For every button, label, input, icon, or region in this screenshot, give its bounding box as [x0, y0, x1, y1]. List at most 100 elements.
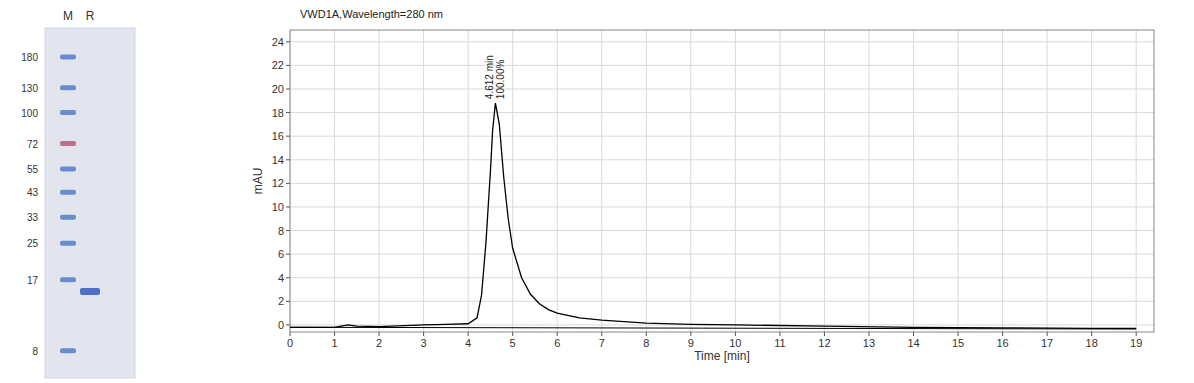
- grid-line: [290, 65, 1154, 66]
- bands: [60, 55, 100, 354]
- grid-line: [290, 41, 1154, 42]
- tick-label: 16: [996, 337, 1008, 349]
- tick: [286, 301, 290, 302]
- grid-line: [868, 30, 869, 332]
- grid-line: [290, 88, 1154, 89]
- mw-label: 130: [21, 83, 38, 94]
- tick-label: 6: [278, 248, 284, 260]
- tick: [468, 332, 469, 336]
- tick: [958, 332, 959, 336]
- trace: [290, 327, 1136, 329]
- mw-label: 55: [27, 164, 39, 175]
- grid-line: [290, 112, 1154, 113]
- band: [60, 190, 76, 195]
- lane-label: R: [86, 9, 95, 23]
- title: VWD1A,Wavelength=280 nm: [300, 8, 443, 20]
- tick-label: 24: [272, 36, 284, 48]
- tick-label: 2: [376, 337, 382, 349]
- band: [60, 215, 76, 220]
- tick: [379, 332, 380, 336]
- tick-label: 4: [278, 272, 284, 284]
- mw-label: 180: [21, 52, 38, 63]
- mw-label: 25: [27, 238, 39, 249]
- tick: [646, 332, 647, 336]
- tick-label: 17: [1041, 337, 1053, 349]
- grid-line: [423, 30, 424, 332]
- tick: [286, 206, 290, 207]
- tick: [286, 277, 290, 278]
- band: [60, 348, 76, 353]
- tick: [512, 332, 513, 336]
- band: [60, 55, 76, 60]
- tick: [1002, 332, 1003, 336]
- mw-label: 72: [27, 139, 39, 150]
- grid-line: [1136, 30, 1137, 332]
- tick-label: 0: [278, 319, 284, 331]
- peak-annotation: 100.00%: [495, 60, 506, 100]
- band: [60, 166, 76, 171]
- tick: [286, 159, 290, 160]
- tick-label: 8: [278, 225, 284, 237]
- grid-line: [379, 30, 380, 332]
- grid-line: [1091, 30, 1092, 332]
- tick-label: 20: [272, 83, 284, 95]
- figure: MR1801301007255433325178VWD1A,Wavelength…: [0, 0, 1194, 383]
- traces: [290, 103, 1136, 329]
- grid-line: [290, 301, 1154, 302]
- tick-label: 7: [599, 337, 605, 349]
- mw-label: 43: [27, 187, 39, 198]
- tick-label: 19: [1130, 337, 1142, 349]
- tick-label: 2: [278, 295, 284, 307]
- tick-label: 11: [774, 337, 785, 349]
- tick-label: 8: [643, 337, 649, 349]
- peak-annotation: 4.612 min: [484, 55, 495, 99]
- grid-line: [468, 30, 469, 332]
- tick: [868, 332, 869, 336]
- trace: [290, 103, 1136, 328]
- tick: [779, 332, 780, 336]
- tick-label: 0: [287, 337, 293, 349]
- tick: [557, 332, 558, 336]
- tick-label: 12: [272, 177, 284, 189]
- tick-label: 4: [465, 337, 471, 349]
- tick: [290, 332, 291, 336]
- tick: [1136, 332, 1137, 336]
- grid-line: [290, 206, 1154, 207]
- axis-label: Time [min]: [694, 349, 750, 363]
- tick-label: 10: [729, 337, 741, 349]
- tick-label: 12: [818, 337, 830, 349]
- band: [60, 85, 76, 90]
- grid-line: [779, 30, 780, 332]
- tick: [1091, 332, 1092, 336]
- grid-line: [290, 230, 1154, 231]
- grid-line: [824, 30, 825, 332]
- tick-label: 15: [952, 337, 964, 349]
- mw-label: 33: [27, 212, 39, 223]
- grid-line: [646, 30, 647, 332]
- tick: [735, 332, 736, 336]
- tick: [286, 65, 290, 66]
- grid-line: [1047, 30, 1048, 332]
- tick: [824, 332, 825, 336]
- grid-line: [290, 159, 1154, 160]
- tick-label: 18: [1086, 337, 1098, 349]
- tick-label: 18: [272, 107, 284, 119]
- tick: [286, 183, 290, 184]
- plot-frame: [290, 30, 1154, 332]
- background: [0, 0, 1194, 383]
- grid-line: [290, 277, 1154, 278]
- grid-line: [290, 136, 1154, 137]
- tick-label: 1: [331, 337, 337, 349]
- mw-label: 8: [32, 346, 38, 357]
- tick-label: 16: [272, 130, 284, 142]
- tick: [286, 88, 290, 89]
- tick: [601, 332, 602, 336]
- tick: [286, 112, 290, 113]
- axis-label: mAU: [251, 168, 265, 195]
- tick-label: 13: [863, 337, 875, 349]
- tick-label: 6: [554, 337, 560, 349]
- mw-label: 17: [27, 275, 39, 286]
- tick: [286, 230, 290, 231]
- tick-label: 3: [421, 337, 427, 349]
- tick-label: 14: [272, 154, 284, 166]
